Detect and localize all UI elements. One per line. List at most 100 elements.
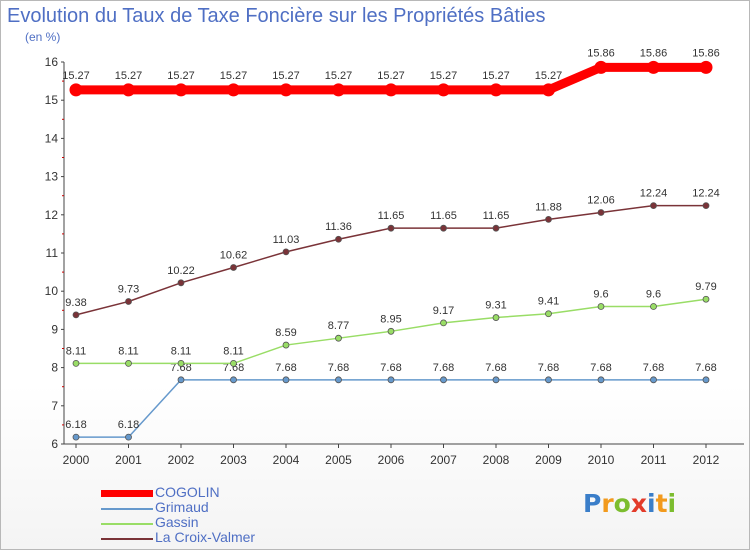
y-tick-label: 12 bbox=[45, 208, 59, 222]
logo-letter: x bbox=[630, 489, 647, 518]
x-tick-label: 2001 bbox=[115, 453, 142, 467]
data-label-cogolin: 15.86 bbox=[640, 47, 668, 59]
data-label-grimaud: 7.68 bbox=[328, 362, 349, 374]
data-label-cogolin: 15.27 bbox=[535, 70, 563, 82]
legend-label: Gassin bbox=[155, 514, 199, 530]
data-label-gassin: 8.11 bbox=[223, 345, 244, 357]
logo-letter: r bbox=[601, 489, 614, 518]
data-point-gassin bbox=[335, 334, 342, 342]
data-point-gassin bbox=[387, 327, 395, 335]
data-label-la-croix-valmer: 12.06 bbox=[587, 195, 615, 207]
data-point-la-croix-valmer bbox=[650, 202, 657, 210]
data-label-grimaud: 7.68 bbox=[538, 362, 559, 374]
data-label-la-croix-valmer: 10.22 bbox=[167, 265, 195, 277]
data-label-grimaud: 7.68 bbox=[590, 362, 611, 374]
data-point-grimaud bbox=[440, 376, 447, 384]
x-tick-label: 2002 bbox=[168, 453, 195, 467]
data-label-gassin: 9.6 bbox=[646, 288, 661, 300]
data-label-grimaud: 7.68 bbox=[485, 362, 506, 374]
x-tick-label: 2008 bbox=[483, 453, 510, 467]
chart-unit-label: (en %) bbox=[25, 30, 61, 44]
data-label-grimaud: 7.68 bbox=[275, 362, 296, 374]
series-line-grimaud bbox=[75, 379, 707, 438]
x-tick-label: 2000 bbox=[63, 453, 90, 467]
data-label-cogolin: 15.27 bbox=[167, 70, 195, 82]
y-tick-label: 13 bbox=[45, 170, 59, 184]
data-point-gassin bbox=[597, 303, 605, 310]
data-label-cogolin: 15.27 bbox=[430, 70, 458, 82]
data-label-gassin: 8.11 bbox=[66, 345, 87, 357]
y-tick-label: 15 bbox=[45, 93, 59, 107]
data-label-gassin: 9.6 bbox=[593, 288, 608, 300]
data-point-grimaud bbox=[72, 433, 80, 441]
data-point-grimaud bbox=[492, 376, 500, 384]
data-point-cogolin bbox=[122, 83, 135, 97]
data-point-gassin bbox=[650, 303, 657, 310]
data-label-grimaud: 7.68 bbox=[643, 362, 664, 374]
logo-letter: P bbox=[583, 489, 602, 518]
x-tick-label: 2010 bbox=[588, 453, 615, 467]
chart-title: Evolution du Taux de Taxe Foncière sur l… bbox=[7, 5, 546, 27]
data-label-la-croix-valmer: 11.65 bbox=[378, 210, 405, 222]
data-label-cogolin: 15.27 bbox=[482, 70, 510, 82]
data-label-la-croix-valmer: 11.88 bbox=[535, 201, 562, 213]
data-label-la-croix-valmer: 11.65 bbox=[483, 210, 510, 222]
data-point-gassin bbox=[545, 310, 552, 318]
data-point-grimaud bbox=[230, 376, 237, 384]
data-point-gassin bbox=[72, 359, 80, 367]
data-label-la-croix-valmer: 10.62 bbox=[220, 250, 248, 262]
data-point-grimaud bbox=[177, 376, 185, 384]
logo-letter: i bbox=[667, 489, 677, 518]
proxiti-logo: Proxiti bbox=[583, 489, 676, 518]
data-point-grimaud bbox=[650, 376, 657, 384]
data-label-gassin: 8.11 bbox=[118, 345, 139, 357]
data-point-grimaud bbox=[282, 376, 290, 384]
data-label-la-croix-valmer: 11.36 bbox=[325, 221, 352, 233]
data-label-la-croix-valmer: 12.24 bbox=[640, 188, 668, 200]
data-label-grimaud: 7.68 bbox=[380, 362, 401, 374]
x-tick-label: 2004 bbox=[273, 453, 300, 467]
data-point-la-croix-valmer bbox=[230, 264, 237, 271]
y-tick-label: 14 bbox=[45, 131, 59, 145]
data-point-cogolin bbox=[647, 60, 660, 74]
data-label-cogolin: 15.27 bbox=[325, 70, 353, 82]
x-tick-label: 2007 bbox=[430, 453, 457, 467]
data-point-cogolin bbox=[174, 83, 188, 97]
x-tick-label: 2006 bbox=[378, 453, 405, 467]
data-point-gassin bbox=[702, 295, 710, 303]
data-label-grimaud: 7.68 bbox=[433, 362, 454, 374]
data-point-la-croix-valmer bbox=[177, 279, 185, 287]
data-point-gassin bbox=[177, 359, 185, 367]
y-tick-label: 7 bbox=[51, 399, 58, 413]
y-tick-label: 8 bbox=[51, 361, 58, 375]
x-tick-label: 2011 bbox=[641, 453, 667, 467]
data-label-cogolin: 15.27 bbox=[272, 70, 300, 82]
data-point-cogolin bbox=[594, 60, 608, 74]
y-tick-label: 6 bbox=[51, 437, 58, 451]
data-point-grimaud bbox=[387, 376, 395, 384]
y-tick-label: 11 bbox=[46, 246, 59, 260]
x-tick-label: 2009 bbox=[535, 453, 562, 467]
data-label-cogolin: 15.86 bbox=[692, 47, 720, 59]
data-point-cogolin bbox=[489, 83, 503, 97]
logo-letter: o bbox=[613, 489, 631, 518]
data-point-gassin bbox=[492, 314, 500, 321]
data-point-cogolin bbox=[542, 83, 555, 97]
legend-swatch bbox=[101, 538, 153, 540]
data-point-la-croix-valmer bbox=[492, 224, 500, 232]
data-label-cogolin: 15.27 bbox=[62, 70, 90, 82]
data-label-gassin: 9.17 bbox=[433, 305, 454, 317]
data-label-gassin: 8.11 bbox=[171, 345, 192, 357]
data-label-la-croix-valmer: 9.73 bbox=[118, 284, 139, 296]
logo-letter: t bbox=[655, 489, 668, 518]
y-tick-label: 10 bbox=[45, 284, 59, 298]
data-label-grimaud: 7.68 bbox=[223, 362, 244, 374]
data-point-cogolin bbox=[227, 83, 240, 97]
data-point-grimaud bbox=[597, 376, 605, 384]
data-point-cogolin bbox=[437, 83, 450, 97]
data-point-la-croix-valmer bbox=[335, 235, 342, 243]
data-point-grimaud bbox=[702, 376, 710, 384]
data-label-grimaud: 7.68 bbox=[695, 362, 716, 374]
data-point-la-croix-valmer bbox=[702, 202, 710, 210]
